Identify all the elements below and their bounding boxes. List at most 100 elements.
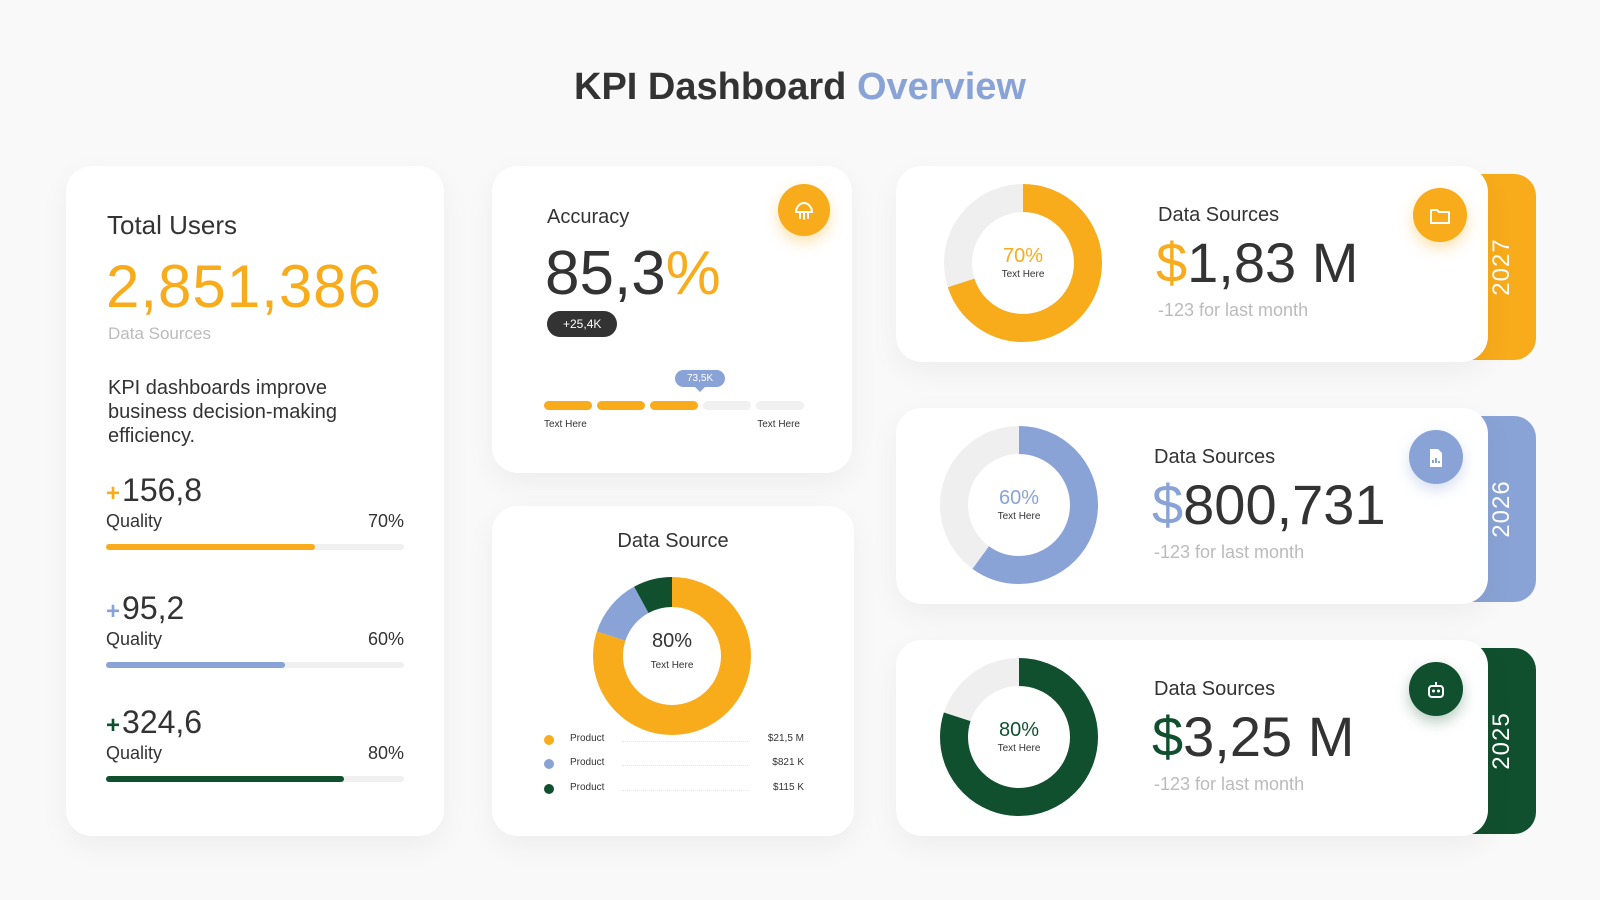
amount-value: 800,731 bbox=[1183, 473, 1386, 536]
metric-label: Quality bbox=[106, 743, 163, 763]
metric-label: Quality bbox=[106, 629, 163, 649]
accuracy-number: 85,3 bbox=[545, 239, 666, 308]
quality-metric: +156,8 Quality 70% bbox=[106, 472, 404, 550]
metric-value: 324,6 bbox=[122, 704, 203, 740]
currency-symbol: $ bbox=[1152, 705, 1184, 768]
plus-sign: + bbox=[106, 712, 121, 739]
accuracy-card: Accuracy 85,3% +25,4K 73,5K Text Here Te… bbox=[492, 166, 852, 473]
amount-value: 1,83 M bbox=[1187, 231, 1359, 294]
legend-amount: $821 K bbox=[772, 757, 804, 768]
sources-note: -123 for last month bbox=[1154, 542, 1305, 562]
plus-sign: + bbox=[106, 480, 121, 507]
legend-label: Product bbox=[570, 782, 605, 793]
accuracy-label: Accuracy bbox=[547, 206, 630, 228]
data-source-card: Data Source 80% Text Here Product $21,5 … bbox=[492, 506, 854, 836]
year-label: 2026 bbox=[1488, 480, 1516, 538]
chart-document-icon-svg bbox=[1430, 449, 1442, 468]
legend-label: Product bbox=[570, 757, 605, 768]
legend-leader bbox=[622, 741, 748, 742]
progress-right-caption: Text Here bbox=[757, 419, 800, 430]
year-donut-svg bbox=[944, 184, 1102, 342]
robot-icon[interactable] bbox=[1409, 662, 1463, 716]
accuracy-badge: +25,4K bbox=[547, 311, 618, 337]
metric-percent: 80% bbox=[367, 743, 404, 763]
year-card-2026: 2026 60% Text Here Data Sources $800,731… bbox=[896, 408, 1536, 604]
folder-icon[interactable] bbox=[1413, 188, 1467, 242]
amount-value: 3,25 M bbox=[1183, 705, 1355, 768]
year-donut-svg bbox=[940, 658, 1098, 816]
total-users-card: Total Users 2,851,386 Data Sources KPI d… bbox=[66, 166, 444, 836]
progress-segment bbox=[544, 401, 592, 410]
legend-leader bbox=[622, 765, 748, 766]
quality-metric: +95,2 Quality 60% bbox=[106, 590, 404, 668]
donut-percent: 60% bbox=[998, 487, 1040, 509]
legend-dot bbox=[544, 759, 554, 769]
donut-value-arc bbox=[940, 658, 1098, 816]
progress-left-caption: Text Here bbox=[544, 419, 587, 430]
total-users-sub: Data Sources bbox=[108, 324, 211, 343]
year-label: 2025 bbox=[1488, 712, 1516, 770]
metric-progress-fill bbox=[106, 544, 315, 550]
metric-percent: 60% bbox=[367, 629, 404, 649]
title-accent: Overview bbox=[856, 66, 1026, 108]
legend-amount: $21,5 M bbox=[767, 733, 804, 744]
progress-segment bbox=[597, 401, 645, 410]
donut-value-arc bbox=[944, 184, 1102, 342]
metric-value: 95,2 bbox=[122, 590, 185, 626]
brain-icon[interactable] bbox=[778, 184, 830, 236]
legend-dot bbox=[544, 735, 554, 745]
year-donut-svg bbox=[940, 426, 1098, 584]
legend-label: Product bbox=[570, 733, 605, 744]
year-card-body: 70% Text Here Data Sources $1,83 M -123 … bbox=[896, 166, 1488, 362]
data-source-donut: 80% Text Here bbox=[590, 574, 754, 743]
legend-item: Product $21,5 M bbox=[544, 733, 804, 747]
year-label: 2027 bbox=[1488, 238, 1516, 296]
legend-leader bbox=[622, 790, 748, 791]
accuracy-value: 85,3% bbox=[545, 238, 721, 309]
total-users-label: Total Users bbox=[107, 210, 238, 240]
donut-chart-svg bbox=[593, 577, 751, 735]
robot-icon-svg bbox=[1428, 682, 1444, 699]
metric-value: 156,8 bbox=[122, 472, 203, 508]
progress-segment bbox=[756, 401, 804, 410]
metric-percent: 70% bbox=[367, 511, 404, 531]
donut-caption: Text Here bbox=[997, 743, 1041, 754]
legend-amount: $115 K bbox=[773, 782, 804, 793]
title-main: KPI Dashboard bbox=[574, 66, 847, 108]
metric-label: Quality bbox=[106, 511, 163, 531]
metric-progress-track bbox=[106, 776, 404, 782]
sources-label: Data Sources bbox=[1154, 446, 1276, 468]
accuracy-unit: % bbox=[665, 239, 721, 308]
legend-item: Product $821 K bbox=[544, 757, 804, 771]
metric-progress-track bbox=[106, 544, 404, 550]
sources-label: Data Sources bbox=[1154, 678, 1276, 700]
folder-icon-svg bbox=[1430, 209, 1450, 225]
chart-document-icon[interactable] bbox=[1409, 430, 1463, 484]
metric-progress-fill bbox=[106, 662, 285, 668]
donut-caption: Text Here bbox=[1001, 269, 1045, 280]
year-donut: 60% Text Here bbox=[939, 425, 1099, 590]
legend-item: Product $115 K bbox=[544, 782, 804, 796]
donut-value-arc bbox=[940, 426, 1098, 584]
year-donut: 80% Text Here bbox=[939, 657, 1099, 822]
progress-tooltip: 73,5K bbox=[675, 370, 726, 392]
donut-caption: Text Here bbox=[997, 511, 1041, 522]
quality-metric: +324,6 Quality 80% bbox=[106, 704, 404, 782]
total-users-description: KPI dashboards improve business decision… bbox=[108, 377, 338, 447]
sources-label: Data Sources bbox=[1158, 204, 1280, 226]
sources-note: -123 for last month bbox=[1154, 774, 1305, 794]
year-card-body: 80% Text Here Data Sources $3,25 M -123 … bbox=[896, 640, 1488, 836]
donut-percent: 80% bbox=[998, 719, 1040, 741]
page-title: KPI Dashboard Overview bbox=[0, 66, 1600, 109]
donut-center-caption: Text Here bbox=[650, 660, 694, 671]
donut-percent: 70% bbox=[1002, 245, 1044, 267]
year-card-2027: 2027 70% Text Here Data Sources $1,83 M … bbox=[896, 166, 1536, 362]
sources-amount: $800,731 bbox=[1152, 472, 1386, 537]
year-card-body: 60% Text Here Data Sources $800,731 -123… bbox=[896, 408, 1488, 604]
currency-symbol: $ bbox=[1156, 231, 1188, 294]
plus-sign: + bbox=[106, 598, 121, 625]
progress-segment bbox=[703, 401, 751, 410]
metric-progress-fill bbox=[106, 776, 345, 782]
year-donut: 70% Text Here bbox=[943, 183, 1103, 348]
currency-symbol: $ bbox=[1152, 473, 1184, 536]
